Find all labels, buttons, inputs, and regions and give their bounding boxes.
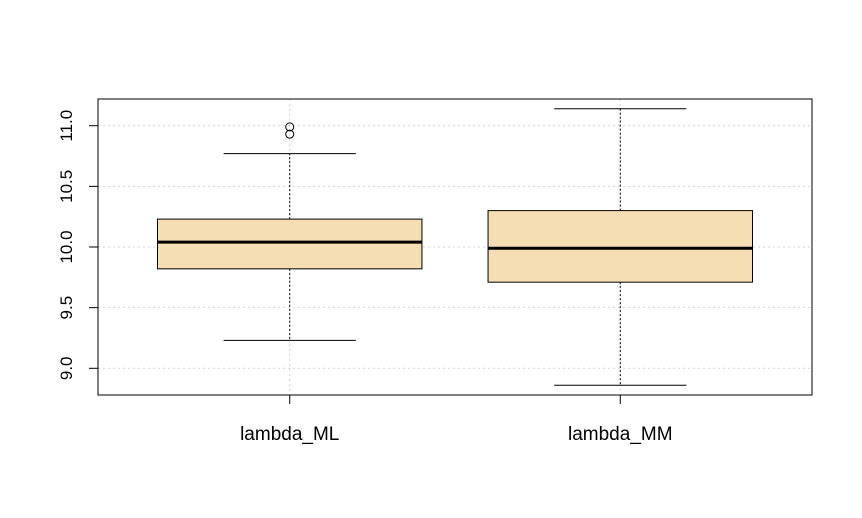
boxes <box>157 108 753 386</box>
iqr-box <box>487 210 753 283</box>
x-axis: lambda_ML lambda_MM <box>240 394 673 445</box>
outlier-point <box>285 122 295 132</box>
x-tick-label: lambda_ML <box>240 424 339 445</box>
x-tick-label: lambda_MM <box>568 424 673 445</box>
y-axis: 9.0 9.5 10.0 10.5 11.0 <box>57 110 99 380</box>
y-tick-label: 10.5 <box>57 170 76 203</box>
outlier-point <box>285 129 295 139</box>
iqr-box <box>157 218 423 270</box>
y-tick-label: 11.0 <box>57 110 76 142</box>
y-tick-label: 9.0 <box>57 356 76 380</box>
box-lambda_MM <box>487 108 753 386</box>
box-lambda_ML <box>157 122 423 341</box>
y-tick-label: 10.0 <box>57 230 76 263</box>
y-tick-label: 9.5 <box>57 296 76 320</box>
